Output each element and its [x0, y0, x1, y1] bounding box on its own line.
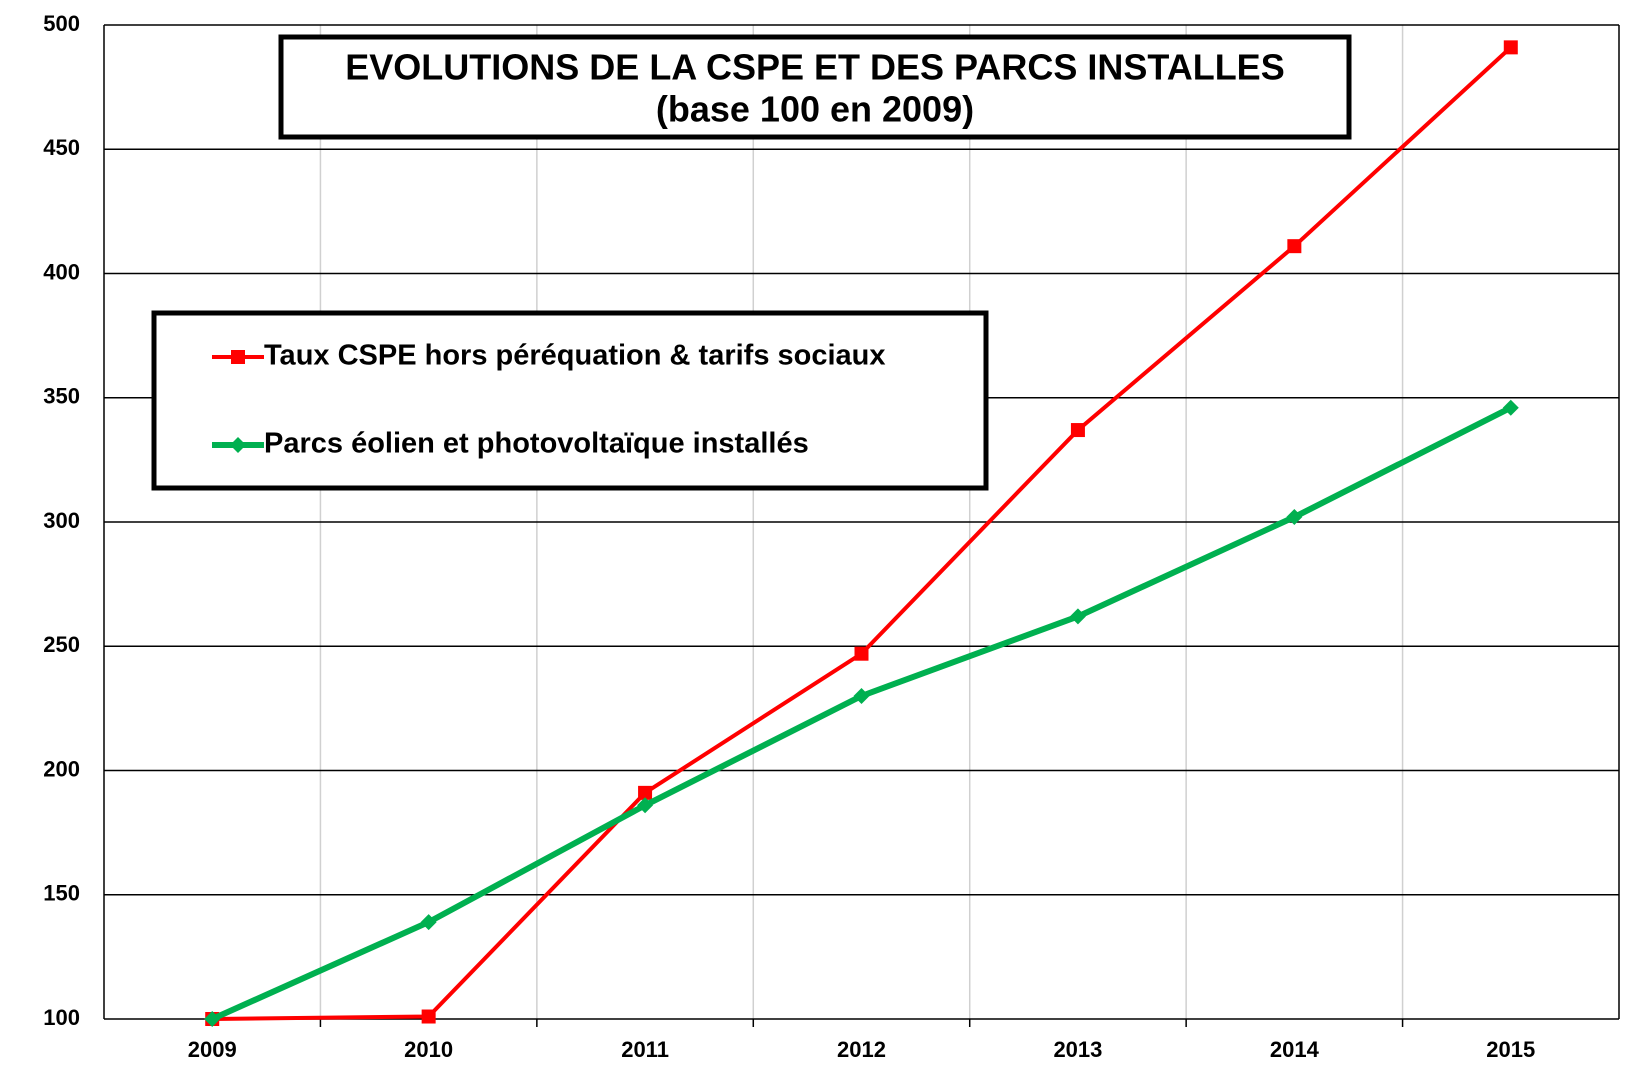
x-tick-label: 2011: [621, 1037, 669, 1062]
x-tick-label: 2014: [1270, 1037, 1320, 1062]
marker: [854, 646, 869, 661]
y-tick-label: 500: [43, 11, 80, 36]
series-line: [212, 45, 1513, 1021]
marker: [1286, 509, 1303, 526]
y-tick-label: 400: [43, 259, 80, 284]
legend-marker: [231, 350, 245, 364]
marker: [1502, 399, 1519, 416]
marker: [637, 797, 654, 814]
y-tick-label: 200: [43, 756, 80, 781]
legend-marker: [230, 437, 246, 453]
marker: [638, 785, 653, 800]
x-tick-label: 2012: [837, 1037, 886, 1062]
y-tick-label: 450: [43, 135, 80, 160]
x-tick-label: 2015: [1486, 1037, 1535, 1062]
legend-label: Taux CSPE hors péréquation & tarifs soci…: [264, 340, 886, 372]
x-tick-label: 2009: [188, 1037, 237, 1062]
y-tick-label: 300: [43, 508, 80, 533]
marker: [420, 914, 437, 931]
legend-label: Parcs éolien et photovoltaïque installés: [264, 428, 809, 460]
series-line: [210, 405, 1513, 1022]
x-tick-label: 2013: [1053, 1037, 1102, 1062]
marker: [1069, 608, 1086, 625]
marker: [1287, 239, 1302, 254]
chart-subtitle: (base 100 en 2009): [656, 89, 974, 130]
title-box: [278, 34, 1352, 140]
marker: [204, 1011, 221, 1027]
y-tick-label: 250: [43, 632, 80, 657]
y-tick-label: 350: [43, 384, 80, 409]
legend-box: [151, 310, 989, 491]
x-tick-label: 2010: [404, 1037, 453, 1062]
marker: [1503, 40, 1518, 55]
y-tick-label: 100: [43, 1005, 80, 1030]
marker: [421, 1009, 436, 1024]
y-tick-label: 150: [43, 881, 80, 906]
marker: [853, 687, 870, 704]
chart-title: EVOLUTIONS DE LA CSPE ET DES PARCS INSTA…: [345, 47, 1284, 88]
marker: [1070, 423, 1085, 438]
